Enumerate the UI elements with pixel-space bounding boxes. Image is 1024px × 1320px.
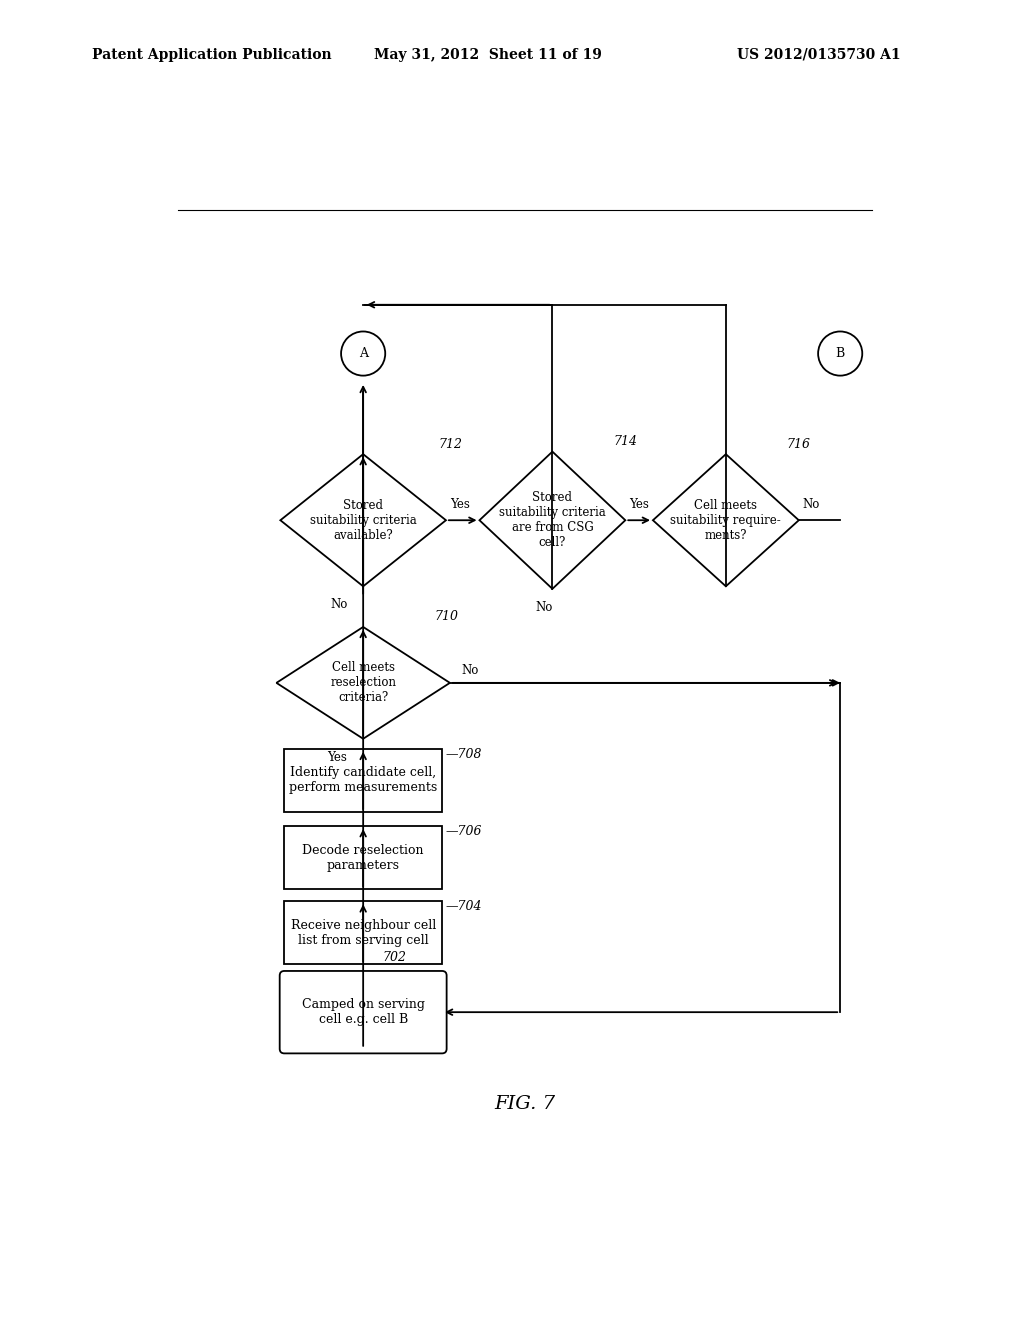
Text: Stored
suitability criteria
available?: Stored suitability criteria available? [310, 499, 417, 541]
Text: No: No [803, 499, 820, 511]
Text: May 31, 2012  Sheet 11 of 19: May 31, 2012 Sheet 11 of 19 [374, 48, 602, 62]
Text: Identify candidate cell,
perform measurements: Identify candidate cell, perform measure… [289, 767, 437, 795]
Text: Camped on serving
cell e.g. cell B: Camped on serving cell e.g. cell B [302, 998, 425, 1026]
Text: 712: 712 [438, 437, 462, 450]
Bar [285, 748, 442, 812]
Polygon shape [653, 454, 799, 586]
Text: 702: 702 [383, 950, 407, 964]
Circle shape [341, 331, 385, 376]
Polygon shape [479, 451, 626, 589]
Text: Decode reselection
parameters: Decode reselection parameters [302, 843, 424, 871]
Text: FIG. 7: FIG. 7 [495, 1094, 555, 1113]
Text: No: No [536, 601, 553, 614]
Text: 714: 714 [613, 436, 638, 447]
Text: No: No [462, 664, 479, 677]
Text: Yes: Yes [328, 751, 347, 763]
Text: 710: 710 [434, 610, 458, 623]
Text: 716: 716 [787, 437, 811, 450]
Polygon shape [276, 627, 450, 739]
Text: B: B [836, 347, 845, 360]
Bar [285, 826, 442, 890]
Text: —706: —706 [446, 825, 482, 838]
Text: Stored
suitability criteria
are from CSG
cell?: Stored suitability criteria are from CSG… [499, 491, 606, 549]
Text: No: No [330, 598, 347, 611]
Text: Yes: Yes [630, 499, 649, 511]
Text: Cell meets
suitability require-
ments?: Cell meets suitability require- ments? [671, 499, 781, 541]
Text: A: A [358, 347, 368, 360]
Text: US 2012/0135730 A1: US 2012/0135730 A1 [737, 48, 901, 62]
Text: —708: —708 [446, 747, 482, 760]
Text: Patent Application Publication: Patent Application Publication [92, 48, 332, 62]
Circle shape [818, 331, 862, 376]
Bar [285, 902, 442, 965]
Text: —704: —704 [446, 900, 482, 913]
Text: Cell meets
reselection
criteria?: Cell meets reselection criteria? [330, 661, 396, 705]
Text: Yes: Yes [450, 499, 470, 511]
Text: Receive neighbour cell
list from serving cell: Receive neighbour cell list from serving… [291, 919, 436, 946]
FancyBboxPatch shape [280, 972, 446, 1053]
Polygon shape [281, 454, 446, 586]
